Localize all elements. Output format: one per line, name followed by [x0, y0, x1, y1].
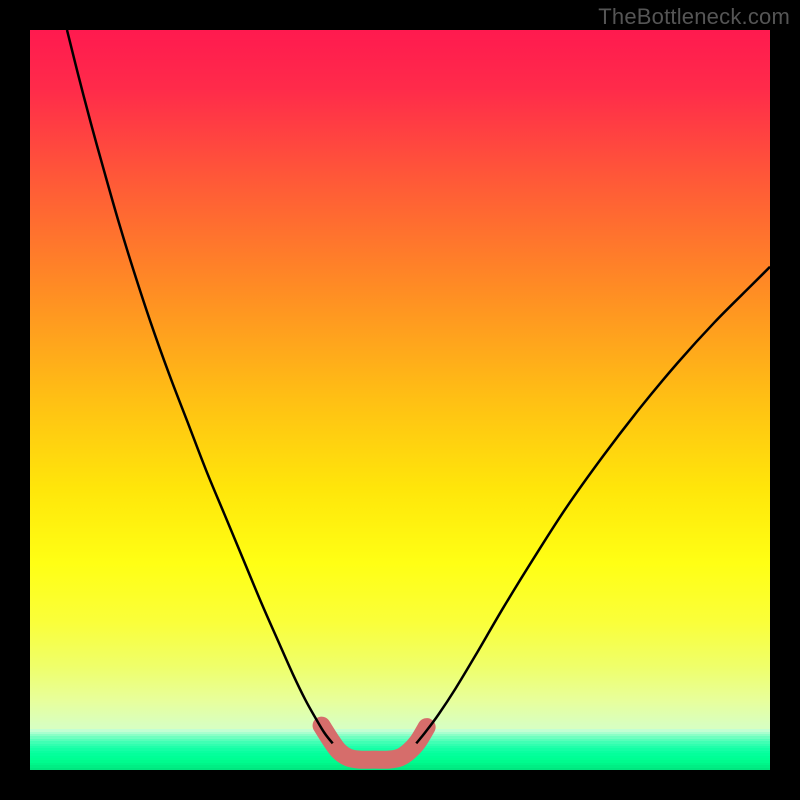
bottleneck-curve-left: [67, 30, 333, 743]
bottleneck-curve-right: [416, 267, 770, 744]
valley-highlight-stroke: [322, 726, 427, 760]
plot-area: [30, 30, 770, 770]
watermark-text: TheBottleneck.com: [598, 4, 790, 30]
curve-overlay: [30, 30, 770, 770]
chart-frame: TheBottleneck.com: [0, 0, 800, 800]
